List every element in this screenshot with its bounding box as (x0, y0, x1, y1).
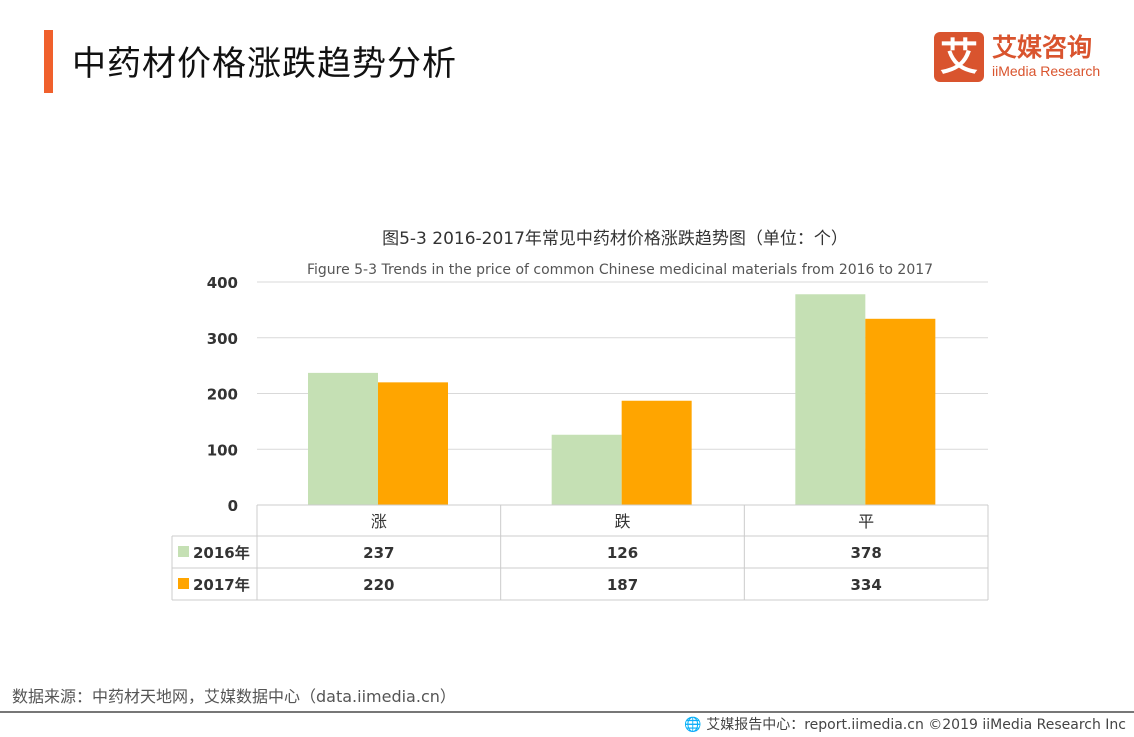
y-tick-label: 400 (207, 274, 238, 292)
footer-text: 艾媒报告中心：report.iimedia.cn ©2019 iiMedia R… (706, 717, 1126, 733)
logo-cn: 艾媒咨询 (992, 33, 1093, 62)
y-tick-label: 100 (207, 441, 238, 459)
globe-icon: 🌐 (684, 717, 702, 733)
bar-2016年-平 (795, 294, 866, 505)
iimedia-logo: 艾 艾媒咨询 iiMedia Research (934, 32, 1100, 82)
logo-en: iiMedia Research (992, 63, 1101, 79)
category-label: 平 (858, 512, 874, 531)
data-value: 334 (851, 576, 882, 594)
footer: 🌐 艾媒报告中心：report.iimedia.cn ©2019 iiMedia… (684, 714, 1126, 734)
data-value: 126 (607, 544, 638, 562)
bar-2017年-跌 (621, 400, 692, 505)
logo-mark: 艾 (934, 32, 984, 82)
chart-subtitle: Figure 5-3 Trends in the price of common… (307, 262, 933, 278)
bar-2016年-跌 (551, 434, 622, 505)
y-tick-label: 200 (207, 386, 238, 404)
bar-2017年-平 (865, 318, 936, 505)
data-source: 数据来源：中药材天地网，艾媒数据中心（data.iimedia.cn） (12, 687, 456, 706)
title-accent-bar (44, 30, 53, 93)
footer-divider (0, 711, 1134, 713)
legend-label: 2016年 (193, 544, 250, 562)
y-tick-label: 300 (207, 330, 238, 348)
bar-2016年-涨 (308, 372, 378, 505)
data-value: 237 (363, 544, 394, 562)
legend-swatch (178, 546, 189, 557)
bar-2017年-涨 (378, 382, 448, 505)
category-label: 跌 (614, 512, 630, 531)
data-value: 220 (363, 576, 394, 594)
legend-swatch (178, 578, 189, 589)
page-title: 中药材价格涨跌趋势分析 (72, 44, 457, 84)
data-value: 187 (607, 576, 638, 594)
category-label: 涨 (371, 512, 387, 531)
data-value: 378 (851, 544, 882, 562)
legend-label: 2017年 (193, 576, 250, 594)
chart-title: 图5-3 2016-2017年常见中药材价格涨跌趋势图（单位：个） (382, 229, 848, 249)
y-tick-label: 0 (228, 497, 238, 515)
